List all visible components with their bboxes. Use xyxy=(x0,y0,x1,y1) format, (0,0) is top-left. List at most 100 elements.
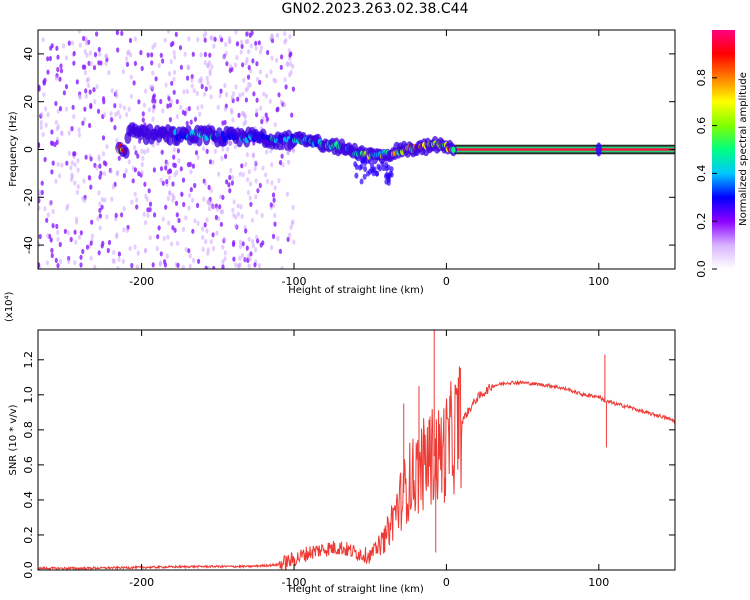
noise-speck xyxy=(208,71,212,77)
spectrogram-ylabel: Frequency (Hz) xyxy=(8,111,19,187)
noise-speck xyxy=(148,201,153,207)
noise-speck xyxy=(288,232,292,238)
noise-speck xyxy=(98,51,102,57)
noise-speck xyxy=(175,99,179,105)
noise-speck xyxy=(227,182,231,188)
noise-speck xyxy=(109,111,113,117)
noise-speck xyxy=(204,265,208,269)
snr-xlabel: Height of straight line (km) xyxy=(288,584,424,595)
noise-speck xyxy=(253,165,257,172)
noise-speck xyxy=(72,114,76,120)
noise-speck xyxy=(235,41,240,47)
x-tick-label: -200 xyxy=(129,275,154,288)
noise-speck xyxy=(209,239,213,245)
noise-speck xyxy=(122,173,126,179)
noise-speck xyxy=(249,43,253,49)
noise-speck xyxy=(66,230,71,236)
noise-speck xyxy=(203,222,207,228)
noise-speck xyxy=(159,52,163,58)
noise-speck xyxy=(242,77,246,83)
noise-speck xyxy=(247,65,251,71)
noise-speck xyxy=(59,68,64,74)
noise-speck xyxy=(60,162,64,168)
noise-speck xyxy=(197,258,201,264)
noise-speck xyxy=(237,112,241,118)
noise-speck xyxy=(117,155,121,161)
noise-speck xyxy=(180,191,184,197)
noise-speck xyxy=(231,175,235,181)
noise-speck xyxy=(69,165,73,171)
noise-speck xyxy=(97,60,101,66)
noise-speck xyxy=(117,251,121,257)
noise-speck xyxy=(191,228,195,234)
signal-blob xyxy=(451,146,456,153)
noise-speck xyxy=(48,55,53,62)
noise-speck xyxy=(244,60,248,66)
noise-speck xyxy=(137,171,141,177)
noise-speck xyxy=(98,174,102,180)
noise-speck xyxy=(224,41,228,48)
noise-speck xyxy=(121,258,125,264)
noise-speck xyxy=(144,220,148,226)
noise-speck xyxy=(64,84,69,90)
snr-ylabel: SNR (10 * v/v) xyxy=(8,404,19,475)
noise-speck xyxy=(140,170,144,176)
signal-blob xyxy=(354,172,359,179)
noise-speck xyxy=(198,111,202,117)
signal-blob xyxy=(370,162,374,169)
noise-speck xyxy=(137,99,141,105)
noise-speck xyxy=(98,213,102,219)
noise-speck xyxy=(182,201,186,208)
y-tick-label: 1.0 xyxy=(22,386,35,404)
noise-speck xyxy=(51,208,55,215)
noise-speck xyxy=(229,167,233,173)
noise-speck xyxy=(43,156,47,163)
noise-speck xyxy=(223,256,227,262)
noise-speck xyxy=(172,162,176,168)
noise-speck xyxy=(120,212,124,218)
noise-speck xyxy=(75,79,79,85)
noise-speck xyxy=(224,153,228,159)
noise-speck xyxy=(165,179,169,185)
noise-speck xyxy=(238,255,242,261)
noise-speck xyxy=(206,250,210,256)
noise-speck xyxy=(117,256,121,263)
noise-speck xyxy=(168,117,172,123)
noise-speck xyxy=(192,257,196,264)
noise-speck xyxy=(153,212,157,218)
noise-speck xyxy=(203,51,207,58)
noise-speck xyxy=(151,70,155,76)
noise-speck xyxy=(167,220,171,226)
signal-blob xyxy=(358,164,363,171)
y-tick-label: -20 xyxy=(22,188,35,206)
noise-speck xyxy=(256,76,260,82)
noise-speck xyxy=(103,197,107,203)
noise-speck xyxy=(173,54,177,60)
noise-speck xyxy=(235,54,239,61)
noise-speck xyxy=(203,91,207,97)
noise-speck xyxy=(85,244,90,250)
noise-speck xyxy=(177,157,181,164)
noise-speck xyxy=(67,150,71,156)
noise-speck xyxy=(231,117,235,123)
noise-speck xyxy=(133,36,137,42)
noise-speck xyxy=(184,246,188,253)
noise-speck xyxy=(84,154,88,160)
y-tick-label: 20 xyxy=(22,95,35,109)
noise-speck xyxy=(96,216,100,222)
noise-speck xyxy=(83,69,87,76)
noise-speck xyxy=(204,238,208,244)
noise-speck xyxy=(175,113,179,120)
noise-speck xyxy=(50,252,54,259)
noise-speck xyxy=(84,35,88,42)
spectrogram-marks xyxy=(38,30,675,269)
noise-speck xyxy=(139,50,143,56)
noise-speck xyxy=(82,35,86,42)
noise-speck xyxy=(151,262,155,268)
noise-speck xyxy=(240,253,244,259)
noise-speck xyxy=(95,165,99,171)
noise-speck xyxy=(77,30,81,34)
noise-speck xyxy=(40,111,44,117)
noise-speck xyxy=(254,247,258,253)
noise-speck xyxy=(89,156,93,162)
